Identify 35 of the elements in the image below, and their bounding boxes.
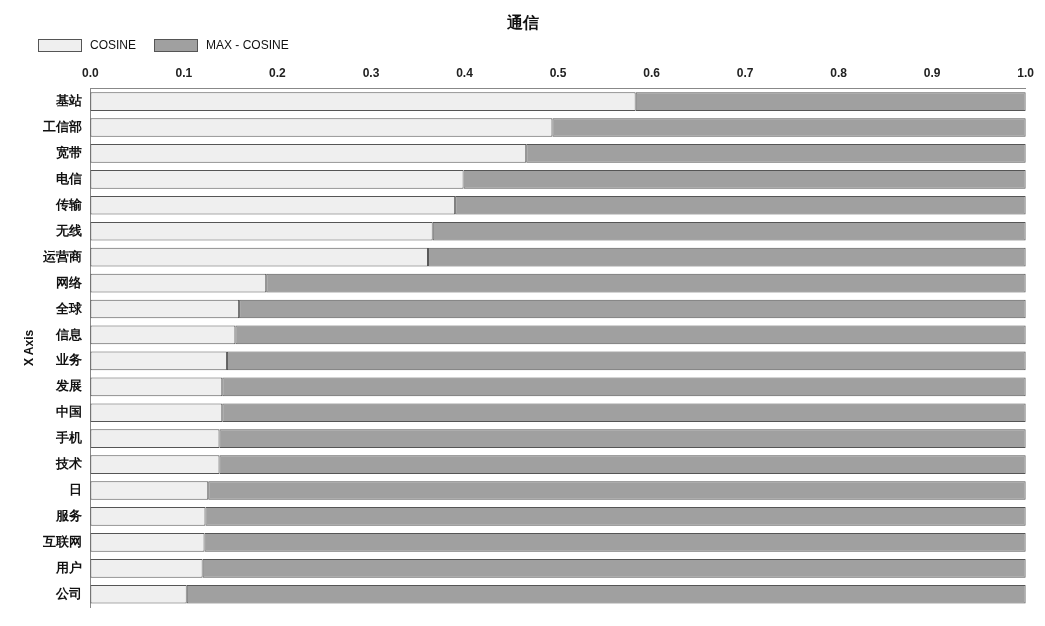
x-tick-label: 0.8 [830, 65, 848, 80]
y-tick-label: 运营商 [42, 248, 83, 264]
x-tick-label: 0.9 [923, 65, 941, 80]
x-tick-label: 0.6 [643, 65, 661, 80]
y-tick-label: 中国 [56, 404, 83, 420]
x-tick-label: 0.4 [456, 65, 474, 80]
y-tick-label: 传输 [55, 196, 84, 212]
x-tick-label: 0.1 [175, 65, 193, 80]
y-tick-label: 工信部 [42, 119, 83, 135]
y-axis-title: X Axis [21, 329, 36, 367]
y-tick-label: 技术 [55, 456, 83, 472]
y-tick-label: 无线 [55, 222, 83, 238]
y-tick-label: 发展 [55, 378, 83, 394]
y-tick-label: 基站 [55, 93, 83, 109]
x-tick-label: 0.7 [736, 65, 754, 80]
y-tick-label: 信息 [55, 326, 84, 342]
y-tick-label: 日 [69, 482, 83, 498]
y-tick-label: 手机 [55, 430, 83, 446]
y-tick-label: 宽带 [56, 145, 83, 160]
y-tick-label: 电信 [56, 170, 83, 186]
x-tick-label: 0.3 [362, 65, 380, 80]
legend-label: COSINE [90, 38, 137, 52]
y-tick-label: 用户 [55, 559, 83, 575]
x-tick-label: 1.0 [1017, 65, 1035, 80]
y-tick-label: 全球 [55, 300, 84, 316]
y-tick-label: 互联网 [42, 533, 83, 549]
y-tick-label: 业务 [55, 352, 83, 368]
y-tick-label: 公司 [55, 585, 83, 601]
y-tick-label: 网络 [56, 274, 84, 290]
y-tick-label: 服务 [55, 508, 83, 524]
x-tick-label: 0.0 [82, 65, 100, 80]
x-tick-label: 0.2 [269, 65, 287, 80]
legend-label: MAX - COSINE [206, 38, 289, 52]
chart-title: 通信 [505, 14, 539, 32]
x-tick-label: 0.5 [549, 65, 567, 80]
